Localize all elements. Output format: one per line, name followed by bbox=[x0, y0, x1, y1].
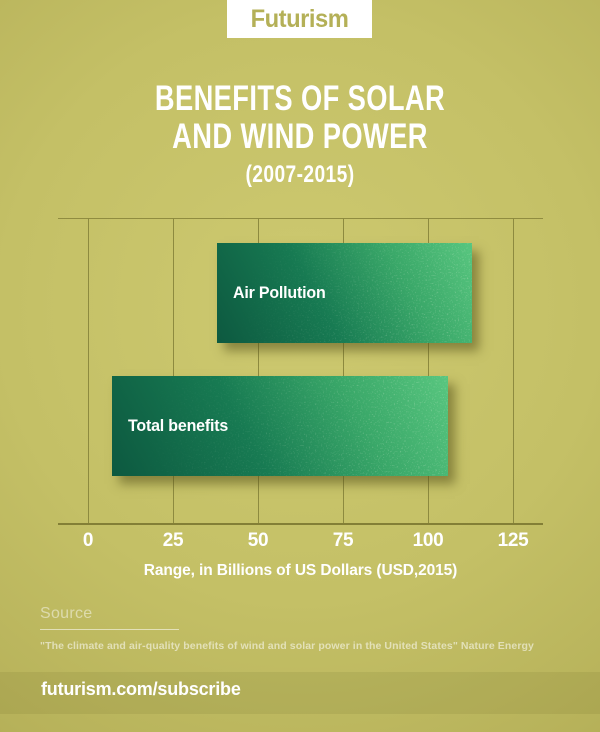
footer-band bbox=[0, 672, 600, 714]
x-tick-label: 0 bbox=[82, 530, 94, 551]
futurism-logo: Futurism bbox=[250, 4, 349, 33]
gridline bbox=[88, 218, 89, 524]
bar-label-air-pollution: Air Pollution bbox=[233, 283, 326, 302]
source-label: Source bbox=[40, 605, 93, 622]
x-tick-label: 50 bbox=[247, 530, 269, 551]
x-tick-label: 125 bbox=[497, 530, 529, 551]
source-citation: "The climate and air-quality benefits of… bbox=[40, 640, 534, 652]
x-tick-label: 100 bbox=[412, 530, 444, 551]
gridline bbox=[513, 218, 514, 524]
plot-top-border bbox=[58, 218, 543, 219]
title-year-range: (2007-2015) bbox=[245, 161, 355, 188]
x-axis-line bbox=[58, 523, 543, 525]
source-divider bbox=[40, 629, 179, 630]
page-title-line-1: BENEFITS OF SOLAR bbox=[154, 79, 446, 118]
bar-noise-texture bbox=[111, 376, 449, 476]
bar-label-total-benefits: Total benefits bbox=[127, 416, 228, 435]
bar-air-pollution: Air Pollution bbox=[217, 243, 473, 343]
x-tick-label: 25 bbox=[162, 530, 184, 551]
gridline bbox=[428, 218, 429, 524]
subscribe-url: futurism.com/subscribe bbox=[41, 679, 241, 699]
x-tick-label: 75 bbox=[332, 530, 354, 551]
bar-total-benefits: Total benefits bbox=[111, 376, 449, 476]
gridline bbox=[258, 218, 259, 524]
futurism-logo-box: Futurism bbox=[227, 0, 372, 38]
bar-noise-texture bbox=[217, 243, 473, 343]
title-block: BENEFITS OF SOLAR AND WIND POWER (2007-2… bbox=[0, 80, 600, 189]
gridline bbox=[173, 218, 174, 524]
page-title-line-2: AND WIND POWER bbox=[172, 117, 428, 156]
gridline bbox=[343, 218, 344, 524]
x-axis-title: Range, in Billions of US Dollars (USD,20… bbox=[143, 562, 458, 579]
plot-area: Air Pollution Total benefits 0 25 50 75 100 1… bbox=[58, 218, 543, 579]
